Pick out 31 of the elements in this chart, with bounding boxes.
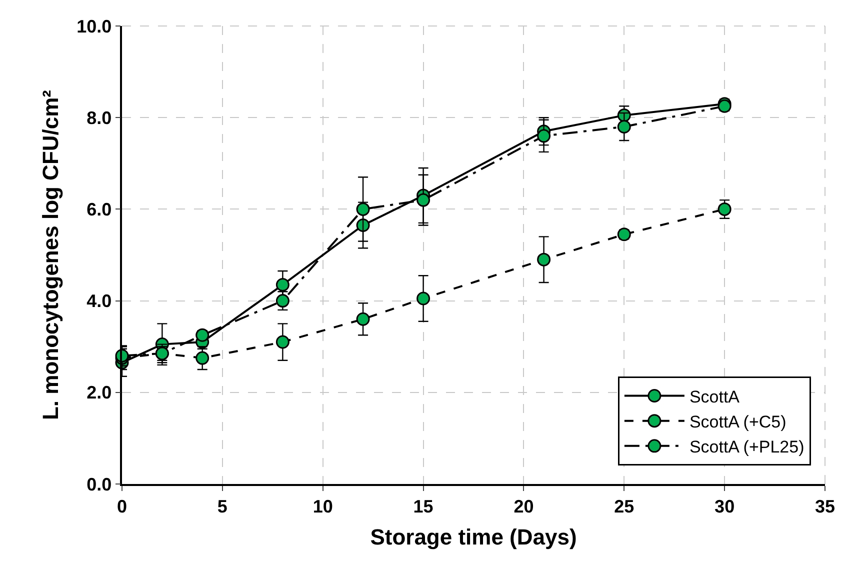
x-tick-label: 25 bbox=[614, 496, 634, 516]
point bbox=[356, 312, 370, 326]
x-axis-title: Storage time (Days) bbox=[370, 524, 577, 550]
x-tick-label: 30 bbox=[714, 496, 735, 516]
y-tick-label: 4.0 bbox=[86, 291, 112, 312]
y-tick-label: 10.0 bbox=[76, 16, 112, 36]
legend-label: ScottA (+C5) bbox=[689, 412, 786, 432]
point bbox=[196, 351, 210, 365]
point bbox=[276, 335, 290, 349]
x-tick-label: 20 bbox=[514, 496, 534, 516]
point bbox=[416, 292, 430, 306]
y-tick-label: 2.0 bbox=[86, 382, 112, 403]
point bbox=[617, 120, 631, 134]
x-tick-label: 5 bbox=[217, 496, 228, 516]
x-tick-label: 0 bbox=[116, 496, 128, 516]
point bbox=[276, 278, 290, 292]
point bbox=[537, 129, 551, 143]
point bbox=[718, 202, 732, 216]
legend-label: ScottA (+PL25) bbox=[689, 438, 804, 457]
y-tick-label: 8.0 bbox=[86, 108, 112, 128]
x-tick-label: 15 bbox=[413, 496, 434, 516]
point bbox=[276, 294, 290, 308]
point bbox=[356, 202, 370, 216]
point bbox=[416, 193, 430, 207]
y-axis-title: L. monocytogenes log CFU/cm² bbox=[38, 90, 63, 420]
legend-label: ScottA bbox=[689, 387, 740, 406]
x-tick-label: 10 bbox=[312, 496, 333, 516]
y-tick-label: 6.0 bbox=[86, 200, 112, 220]
y-tick-label: 0.0 bbox=[86, 474, 112, 494]
point bbox=[537, 252, 551, 266]
x-tick-label: 35 bbox=[814, 496, 836, 516]
